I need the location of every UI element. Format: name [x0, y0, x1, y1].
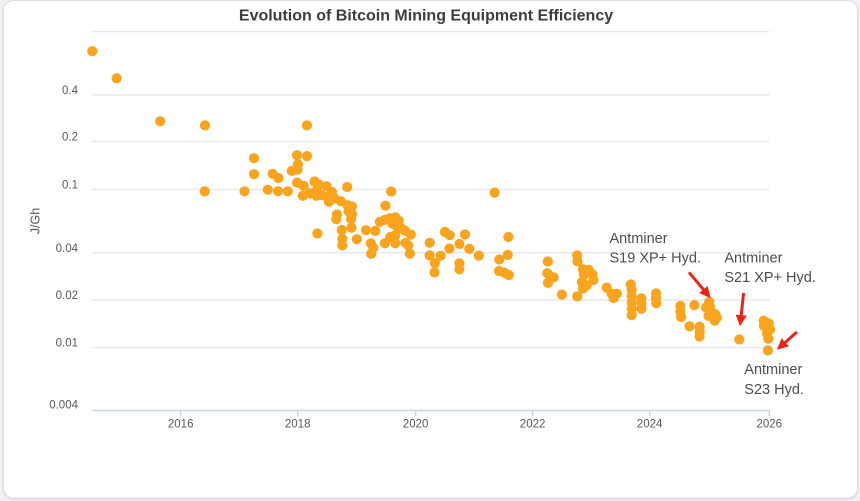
svg-text:S21 XP+ Hyd.: S21 XP+ Hyd.	[724, 270, 815, 286]
svg-text:0.1: 0.1	[62, 180, 78, 192]
svg-text:0.004: 0.004	[49, 399, 78, 411]
svg-text:2024: 2024	[637, 419, 663, 431]
svg-text:0.2: 0.2	[62, 132, 78, 144]
svg-text:2016: 2016	[168, 419, 194, 431]
svg-text:S23 Hyd.: S23 Hyd.	[744, 382, 804, 398]
svg-text:0.4: 0.4	[62, 85, 79, 97]
svg-text:Evolution of Bitcoin Mining Eq: Evolution of Bitcoin Mining Equipment Ef…	[239, 8, 613, 25]
svg-text:Antminer: Antminer	[744, 362, 802, 378]
svg-text:2018: 2018	[285, 419, 311, 431]
svg-text:0.01: 0.01	[56, 338, 78, 350]
svg-text:S19 XP+ Hyd.: S19 XP+ Hyd.	[610, 251, 701, 267]
svg-text:0.02: 0.02	[56, 290, 78, 302]
svg-text:0.04: 0.04	[56, 243, 79, 255]
svg-text:J/Gh: J/Gh	[29, 208, 43, 234]
svg-text:2026: 2026	[757, 419, 783, 431]
svg-text:2022: 2022	[520, 419, 546, 431]
svg-text:Antminer: Antminer	[724, 251, 782, 267]
svg-text:Antminer: Antminer	[610, 231, 668, 247]
svg-text:2020: 2020	[403, 419, 429, 431]
